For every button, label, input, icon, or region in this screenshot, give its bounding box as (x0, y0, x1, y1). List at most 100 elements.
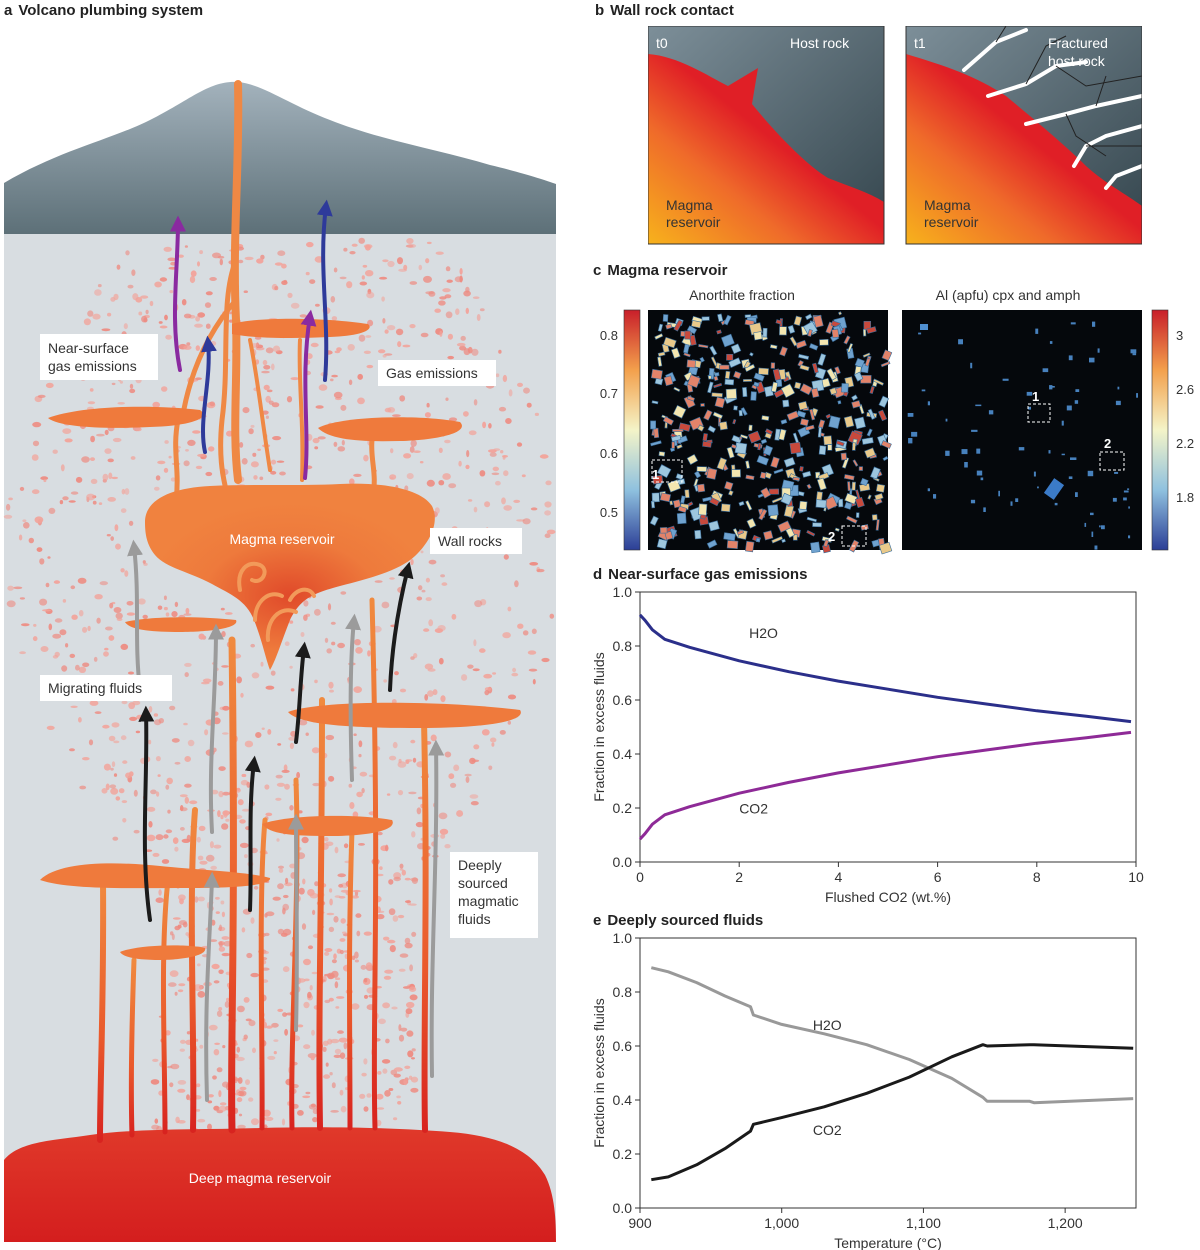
speckle (324, 948, 333, 952)
speckle (410, 656, 415, 660)
y-tick-label: 1.0 (613, 932, 633, 946)
right-marker-box-1 (1027, 403, 1051, 423)
speckle (219, 258, 223, 266)
speckle (302, 1095, 311, 1099)
speckle (402, 986, 412, 989)
speckle (180, 827, 185, 831)
speckle (125, 250, 130, 256)
speckle (238, 1113, 243, 1117)
speckle (539, 454, 549, 459)
crystal (827, 444, 833, 451)
crust-background (4, 232, 556, 1242)
crystal (793, 315, 803, 326)
crystal (686, 395, 695, 402)
series-line-1 (638, 730, 1132, 841)
speckle (243, 997, 250, 1003)
speckle (242, 407, 250, 414)
speckle (418, 585, 423, 591)
speckle (205, 323, 211, 329)
crystal (753, 331, 763, 341)
speckle (345, 1087, 349, 1091)
crystal (844, 501, 853, 510)
speckle (149, 300, 154, 307)
crystal (819, 339, 829, 346)
speckle (464, 773, 472, 777)
speckle (250, 972, 259, 978)
speckle (415, 821, 424, 828)
speckle (434, 507, 440, 514)
speckle (34, 516, 44, 524)
crystal (837, 498, 844, 508)
crystal (945, 450, 950, 456)
speckle (179, 1048, 185, 1052)
crystal (1043, 478, 1065, 500)
speckle (197, 963, 201, 967)
near-surface-label-box (40, 334, 158, 380)
speckle (365, 335, 372, 338)
crystal (712, 411, 723, 420)
speckle (125, 772, 132, 779)
t1-magma-label-2: reservoir (924, 214, 979, 230)
crystal (933, 494, 937, 499)
speckle (384, 969, 394, 974)
speckle (158, 889, 162, 896)
speckle (62, 496, 69, 501)
speckle (358, 843, 365, 846)
speckle (89, 388, 94, 392)
speckle (289, 805, 294, 811)
crystal (748, 424, 753, 432)
crystal (795, 339, 807, 349)
speckle (174, 846, 179, 852)
crystal (812, 522, 822, 528)
crystal (781, 538, 786, 544)
speckle (502, 632, 511, 639)
speckle (536, 568, 545, 573)
speckle (120, 508, 127, 513)
speckle (300, 632, 305, 637)
speckle (239, 842, 249, 849)
crystal (753, 372, 765, 382)
speckle (404, 1065, 411, 1070)
crystal (1075, 389, 1080, 392)
speckle (344, 953, 348, 959)
y-tick-label: 0.8 (613, 984, 633, 1000)
speckle (270, 670, 276, 676)
speckle (324, 837, 329, 842)
speckle (181, 299, 187, 306)
speckle (492, 466, 499, 472)
speckle (98, 502, 103, 505)
speckle (205, 854, 215, 862)
speckle (184, 672, 189, 678)
speckle (52, 633, 62, 639)
crystal (684, 489, 690, 499)
al-colorbar-ticks: 3 2.6 2.2 1.8 (1176, 328, 1194, 505)
crystal (662, 314, 669, 322)
speckle (336, 996, 345, 999)
crystal (1018, 447, 1025, 451)
speckle (226, 997, 230, 1002)
crystal (780, 418, 788, 425)
crystal (694, 470, 702, 479)
crystal (880, 361, 891, 368)
crystal (1061, 453, 1065, 456)
speckle (434, 628, 443, 633)
speckle (42, 609, 51, 612)
left-marker-box-1 (651, 459, 683, 483)
crystal (1002, 378, 1009, 381)
speckle (185, 607, 190, 615)
speckle (376, 1119, 382, 1127)
crystal (677, 505, 688, 514)
speckle (279, 471, 286, 476)
crystal (867, 408, 876, 420)
speckle (403, 264, 408, 271)
speckle (399, 868, 404, 871)
speckle (254, 336, 262, 340)
speckle (101, 328, 111, 332)
speckle (116, 264, 121, 270)
speckle (392, 741, 398, 749)
speckle (382, 354, 387, 358)
speckle (471, 759, 480, 763)
speckle (381, 601, 390, 609)
speckle (482, 421, 487, 429)
crystal (866, 428, 873, 437)
